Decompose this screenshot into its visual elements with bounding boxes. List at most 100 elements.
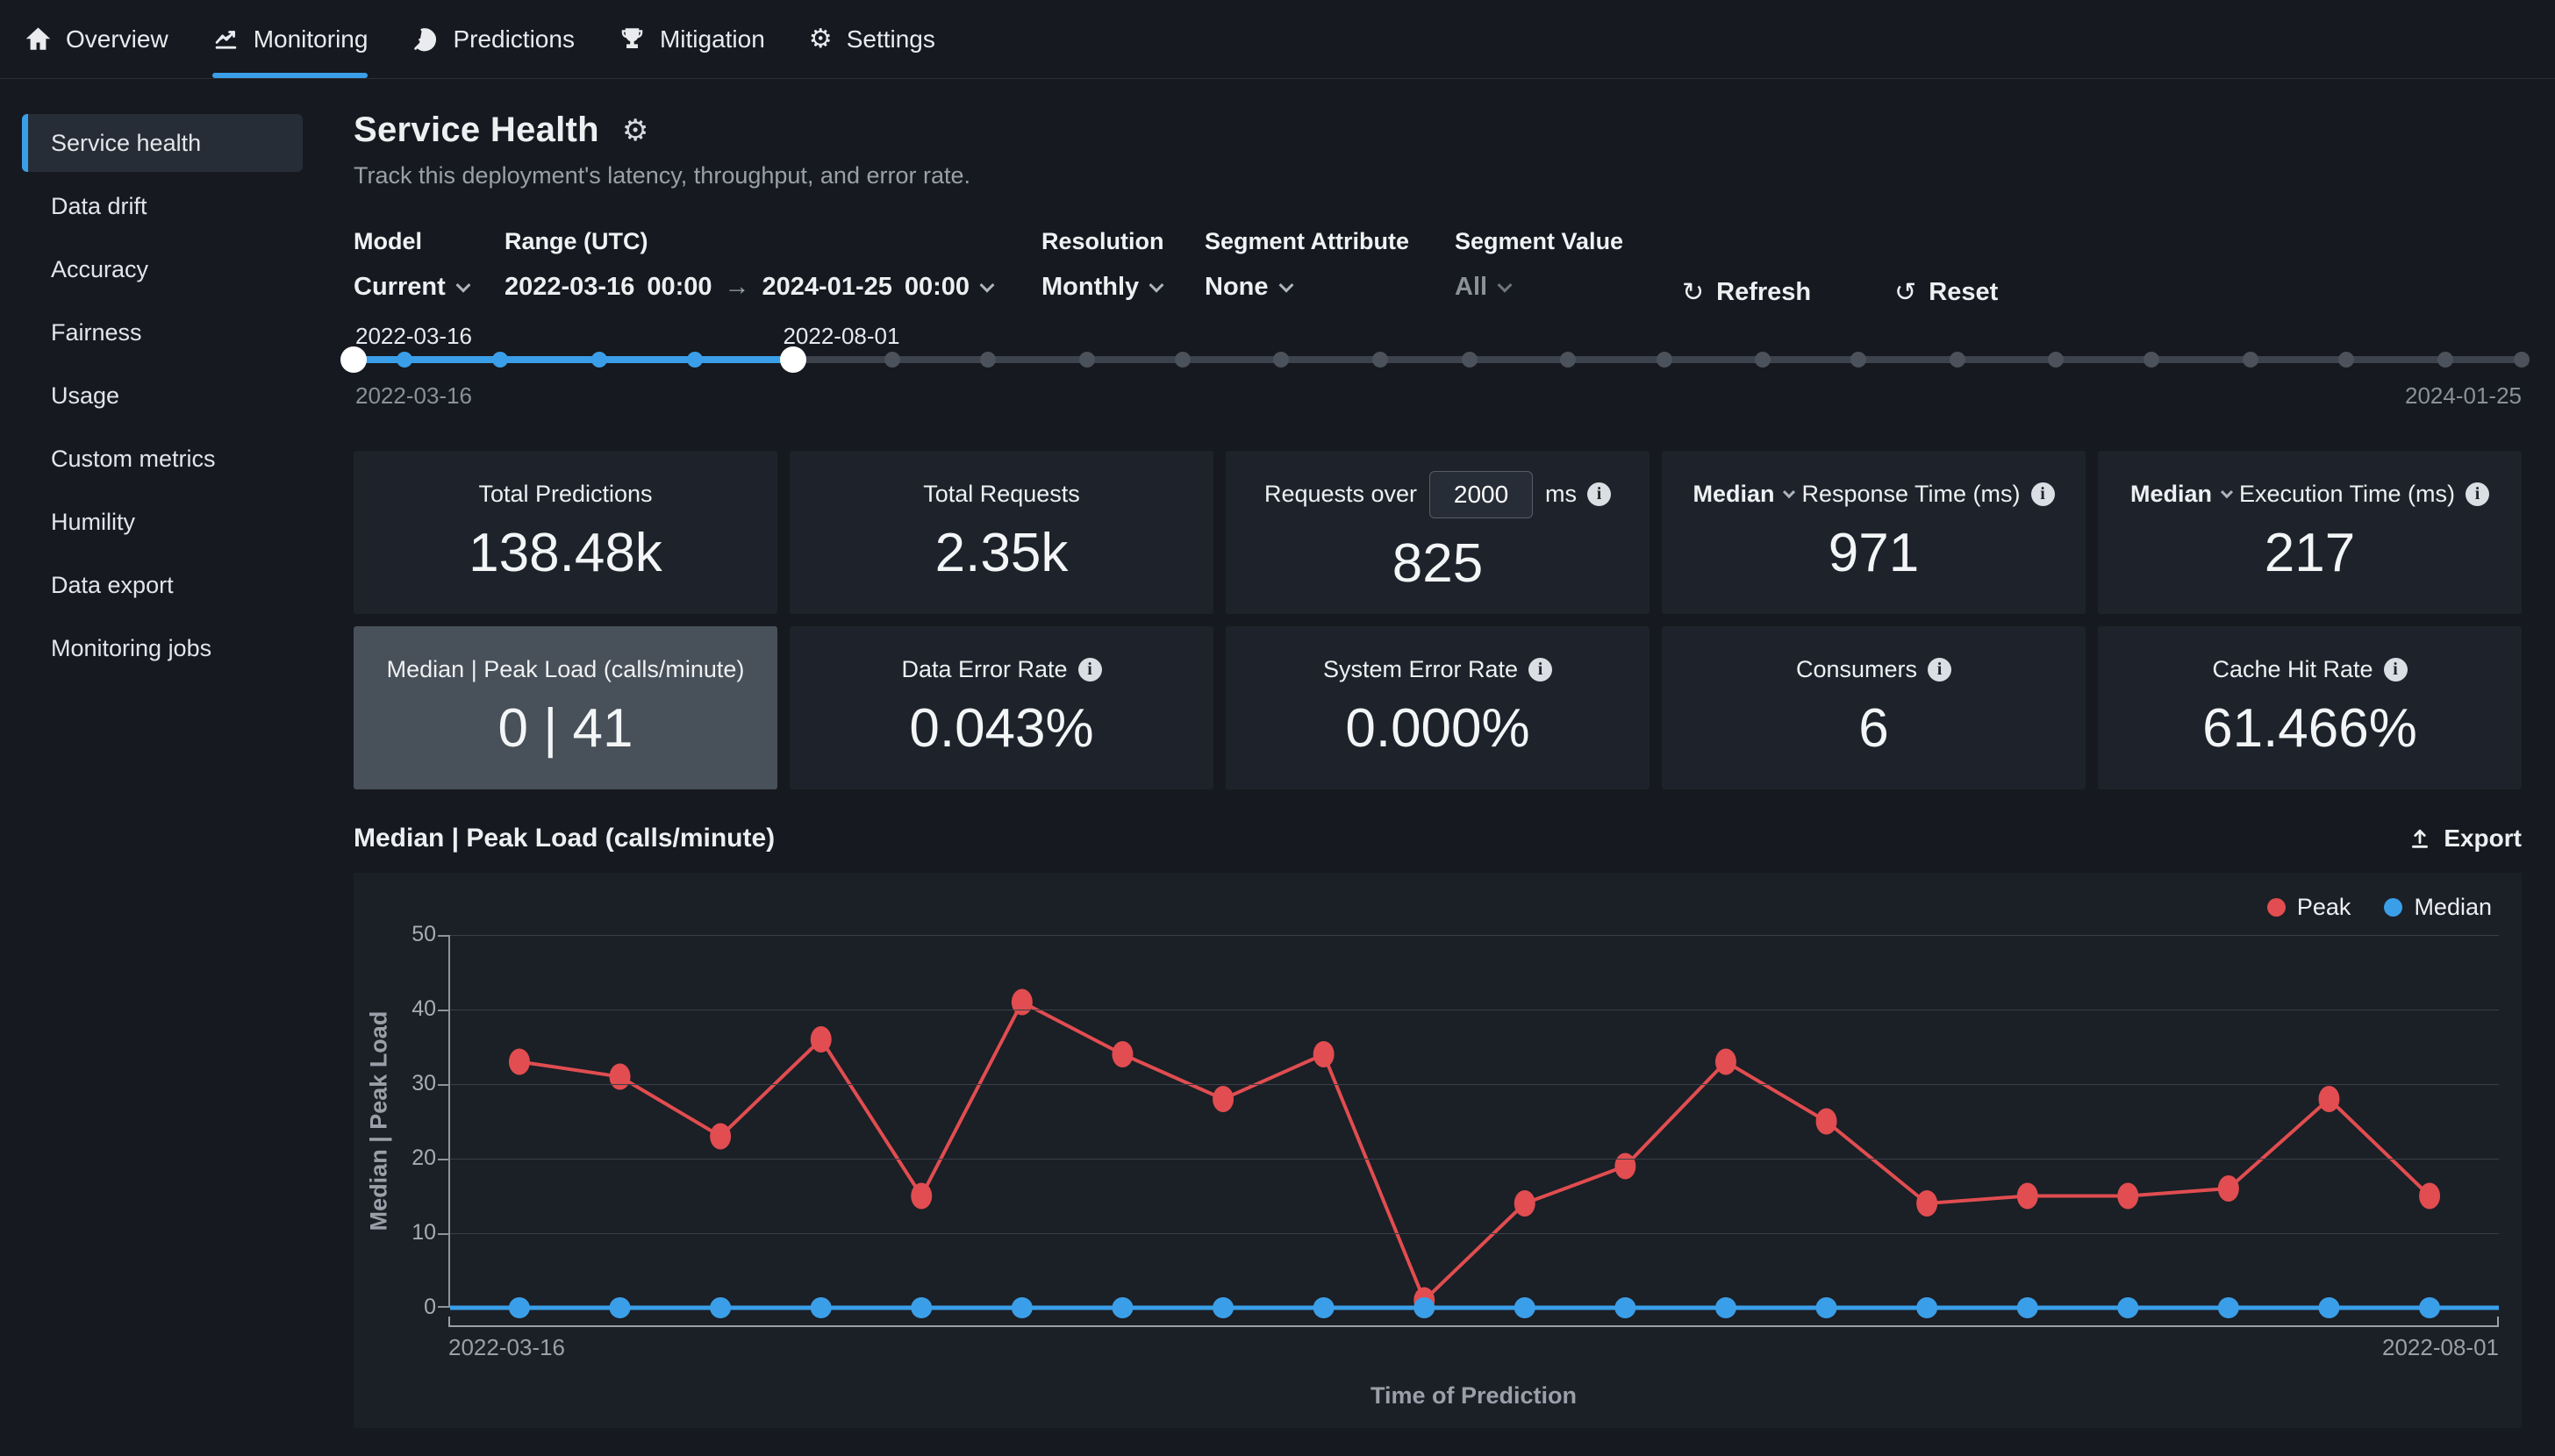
nav-label: Mitigation bbox=[660, 25, 765, 54]
page-settings-gear-icon[interactable] bbox=[622, 116, 648, 146]
timeline-tick[interactable] bbox=[1560, 352, 1576, 368]
timeline-tick[interactable] bbox=[2437, 352, 2453, 368]
y-tick-label: 30 bbox=[412, 1071, 436, 1096]
timeline-tick[interactable] bbox=[1657, 352, 1672, 368]
nav-label: Overview bbox=[66, 25, 168, 54]
aggregation-dropdown[interactable]: Median bbox=[2130, 481, 2212, 508]
y-tick-labels: 01020304050 bbox=[404, 935, 448, 1308]
timeline-active-track[interactable] bbox=[354, 356, 793, 363]
chevron-down-icon bbox=[1498, 277, 1513, 292]
timeline-tick[interactable] bbox=[492, 352, 508, 368]
export-icon bbox=[2408, 826, 2432, 851]
plot-area bbox=[448, 935, 2499, 1308]
timeline-tick[interactable] bbox=[1462, 352, 1478, 368]
nav-predictions[interactable]: Predictions bbox=[412, 0, 575, 78]
metric-card-execution-time[interactable]: Median Execution Time (ms) 217 bbox=[2098, 451, 2522, 614]
timeline-tick[interactable] bbox=[1372, 352, 1388, 368]
timeline-handle-end[interactable] bbox=[780, 346, 806, 373]
sidebar-item-fairness[interactable]: Fairness bbox=[22, 303, 303, 361]
line-chart-icon bbox=[212, 25, 240, 53]
gridline bbox=[450, 1233, 2499, 1234]
export-button[interactable]: Export bbox=[2408, 824, 2522, 853]
reset-icon bbox=[1894, 280, 1916, 306]
timeline-tick[interactable] bbox=[1850, 352, 1866, 368]
info-icon[interactable] bbox=[1928, 658, 1951, 682]
timeline-tick[interactable] bbox=[397, 352, 412, 368]
metric-card-median-peak-load[interactable]: Median | Peak Load (calls/minute) 0 | 41 bbox=[354, 626, 777, 789]
reset-button[interactable]: Reset bbox=[1894, 278, 1998, 307]
legend-label: Peak bbox=[2297, 894, 2351, 921]
metric-label: Total Predictions bbox=[478, 481, 652, 508]
metric-card-data-error-rate[interactable]: Data Error Rate 0.043% bbox=[790, 626, 1213, 789]
threshold-ms-input[interactable] bbox=[1429, 471, 1533, 518]
resolution-select[interactable]: Monthly bbox=[1041, 273, 1205, 302]
model-filter-label: Model bbox=[354, 228, 505, 255]
gridline bbox=[450, 935, 2499, 936]
metric-card-requests-over-threshold[interactable]: Requests over ms 825 bbox=[1226, 451, 1650, 614]
info-icon[interactable] bbox=[2031, 482, 2055, 506]
timeline-tick[interactable] bbox=[2243, 352, 2258, 368]
timeline-tick[interactable] bbox=[2143, 352, 2159, 368]
timeline-tick[interactable] bbox=[980, 352, 996, 368]
info-icon[interactable] bbox=[1528, 658, 1552, 682]
axis-tick bbox=[438, 935, 448, 937]
timeline-track-area[interactable]: 2022-03-16 2022-08-01 2022-03-16 2024-01… bbox=[354, 325, 2522, 412]
nav-monitoring[interactable]: Monitoring bbox=[212, 0, 369, 78]
chart-panel: Peak Median Median | Peak Load 010203040… bbox=[354, 873, 2522, 1428]
timeline-tick[interactable] bbox=[2338, 352, 2354, 368]
metric-value: 0.000% bbox=[1345, 697, 1529, 760]
range-select[interactable]: 2022-03-1600:00 2024-01-2500:00 bbox=[505, 273, 1041, 302]
metric-card-total-requests[interactable]: Total Requests 2.35k bbox=[790, 451, 1213, 614]
timeline-tick[interactable] bbox=[1273, 352, 1289, 368]
sidebar-item-monitoring-jobs[interactable]: Monitoring jobs bbox=[22, 619, 303, 677]
metric-card-system-error-rate[interactable]: System Error Rate 0.000% bbox=[1226, 626, 1650, 789]
segment-attribute-select[interactable]: None bbox=[1205, 273, 1455, 302]
timeline-tick[interactable] bbox=[591, 352, 607, 368]
gridline bbox=[450, 1084, 2499, 1085]
info-icon[interactable] bbox=[1587, 482, 1611, 506]
arrow-right-icon bbox=[725, 273, 750, 302]
metric-label: Cache Hit Rate bbox=[2212, 656, 2372, 683]
metric-label: Response Time (ms) bbox=[1801, 481, 2020, 508]
timeline-tick[interactable] bbox=[1950, 352, 1965, 368]
sidebar-item-data-export[interactable]: Data export bbox=[22, 556, 303, 614]
sidebar-item-custom-metrics[interactable]: Custom metrics bbox=[22, 430, 303, 488]
metric-card-response-time[interactable]: Median Response Time (ms) 971 bbox=[1662, 451, 2086, 614]
refresh-button[interactable]: Refresh bbox=[1682, 278, 1811, 307]
page-subtitle: Track this deployment's latency, through… bbox=[354, 162, 2522, 189]
timeline-tick[interactable] bbox=[687, 352, 703, 368]
nav-overview[interactable]: Overview bbox=[25, 0, 168, 78]
info-icon[interactable] bbox=[2466, 482, 2489, 506]
timeline-tick[interactable] bbox=[884, 352, 900, 368]
sidebar-item-usage[interactable]: Usage bbox=[22, 367, 303, 425]
nav-settings[interactable]: Settings bbox=[809, 0, 935, 78]
sidebar-item-data-drift[interactable]: Data drift bbox=[22, 177, 303, 235]
metric-card-cache-hit-rate[interactable]: Cache Hit Rate 61.466% bbox=[2098, 626, 2522, 789]
segment-value-select[interactable]: All bbox=[1455, 273, 1670, 302]
timeline-tick[interactable] bbox=[1175, 352, 1191, 368]
axis-tick bbox=[438, 1233, 448, 1235]
legend-item-peak[interactable]: Peak bbox=[2267, 894, 2351, 921]
legend-item-median[interactable]: Median bbox=[2384, 894, 2492, 921]
metric-label: Requests over bbox=[1264, 481, 1417, 508]
y-tick-label: 20 bbox=[412, 1146, 436, 1171]
metric-card-consumers[interactable]: Consumers 6 bbox=[1662, 626, 2086, 789]
nav-mitigation[interactable]: Mitigation bbox=[619, 0, 765, 78]
model-select[interactable]: Current bbox=[354, 273, 505, 302]
sidebar-item-humility[interactable]: Humility bbox=[22, 493, 303, 551]
timeline-handle-start[interactable] bbox=[340, 346, 367, 373]
metric-value: 138.48k bbox=[469, 522, 662, 584]
metric-label: System Error Rate bbox=[1323, 656, 1518, 683]
info-icon[interactable] bbox=[1078, 658, 1102, 682]
info-icon[interactable] bbox=[2384, 658, 2408, 682]
aggregation-dropdown[interactable]: Median bbox=[1693, 481, 1774, 508]
metric-card-total-predictions[interactable]: Total Predictions 138.48k bbox=[354, 451, 777, 614]
sidebar-item-accuracy[interactable]: Accuracy bbox=[22, 240, 303, 298]
nav-label: Monitoring bbox=[254, 25, 369, 54]
timeline-tick[interactable] bbox=[1079, 352, 1095, 368]
timeline-tick[interactable] bbox=[2048, 352, 2064, 368]
timeline-tick[interactable] bbox=[1755, 352, 1771, 368]
sidebar-item-service-health[interactable]: Service health bbox=[22, 114, 303, 172]
timeline-tick[interactable] bbox=[2514, 352, 2530, 368]
gear-icon bbox=[809, 26, 833, 53]
